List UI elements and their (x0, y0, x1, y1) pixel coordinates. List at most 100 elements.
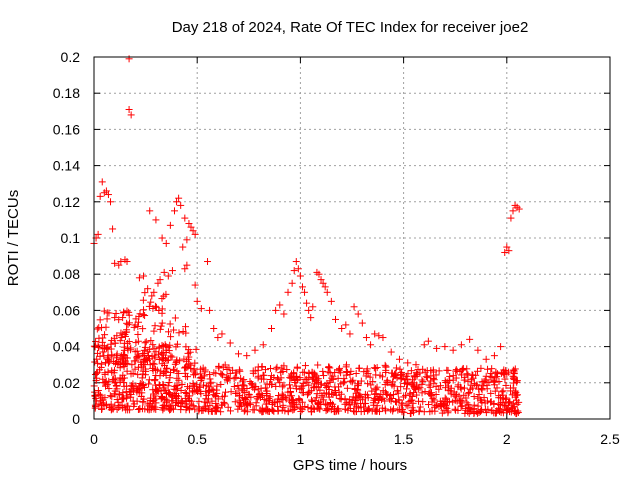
data-point (288, 398, 296, 406)
data-point (324, 368, 332, 376)
data-point (151, 365, 159, 373)
data-point (236, 367, 244, 375)
data-point (314, 361, 322, 369)
data-point (178, 398, 186, 406)
data-point (308, 398, 316, 406)
data-point (120, 343, 128, 351)
data-point (410, 382, 418, 390)
data-point (202, 395, 210, 403)
data-point (187, 223, 195, 231)
data-point (456, 399, 464, 407)
data-point (499, 406, 507, 414)
data-point (430, 379, 438, 387)
data-point (339, 379, 347, 387)
data-point (142, 338, 150, 346)
data-point (270, 407, 278, 415)
data-point (411, 385, 419, 393)
data-point (388, 380, 396, 388)
data-point (98, 338, 106, 346)
data-point (278, 406, 286, 414)
data-point (481, 399, 489, 407)
data-point (322, 383, 330, 391)
data-point (497, 401, 505, 409)
data-point (512, 410, 520, 418)
data-point (477, 405, 485, 413)
data-point (131, 365, 139, 373)
data-point (173, 340, 181, 348)
data-point (418, 389, 426, 397)
data-point (310, 375, 318, 383)
data-point (185, 220, 193, 228)
data-point (131, 321, 139, 329)
data-point (160, 386, 168, 394)
data-point (159, 369, 167, 377)
data-point (441, 343, 449, 351)
data-point (197, 377, 205, 385)
data-point (125, 319, 133, 327)
data-point (111, 374, 119, 382)
data-point (123, 367, 131, 375)
data-point (449, 346, 457, 354)
data-point (127, 393, 135, 401)
data-point (398, 399, 406, 407)
data-point (331, 315, 339, 323)
data-point (145, 376, 153, 384)
data-point (294, 376, 302, 384)
data-point (515, 205, 523, 213)
data-point (226, 339, 234, 347)
data-point (320, 389, 328, 397)
data-point (346, 330, 354, 338)
data-point (375, 332, 383, 340)
data-point (259, 341, 267, 349)
y-tick-label: 0.04 (53, 339, 80, 355)
data-point (93, 359, 101, 367)
data-point (337, 390, 345, 398)
data-point (320, 372, 328, 380)
data-point (123, 394, 131, 402)
data-point (411, 373, 419, 381)
data-point (492, 368, 500, 376)
data-point (173, 198, 181, 206)
data-point (144, 285, 152, 293)
data-point (140, 351, 148, 359)
data-point (324, 406, 332, 414)
data-point (124, 321, 132, 329)
data-point (398, 371, 406, 379)
data-point (502, 367, 510, 375)
data-point (263, 390, 271, 398)
data-point (166, 374, 174, 382)
data-point (116, 376, 124, 384)
data-point (480, 394, 488, 402)
data-point (183, 236, 191, 244)
data-point (107, 198, 115, 206)
data-point (210, 369, 218, 377)
x-tick-label: 1.5 (394, 431, 414, 447)
data-point (316, 386, 324, 394)
data-point (307, 396, 315, 404)
data-point (182, 373, 190, 381)
data-point (125, 105, 133, 113)
data-point (103, 344, 111, 352)
data-point (152, 216, 160, 224)
data-point (463, 399, 471, 407)
data-point (257, 375, 265, 383)
data-point (116, 337, 124, 345)
data-point (292, 258, 300, 266)
data-point (118, 334, 126, 342)
data-point (134, 351, 142, 359)
data-point (394, 389, 402, 397)
data-point (352, 389, 360, 397)
data-point (172, 393, 180, 401)
data-point (296, 272, 304, 280)
data-point (335, 383, 343, 391)
data-point (141, 339, 149, 347)
data-point (172, 386, 180, 394)
data-point (166, 320, 174, 328)
data-point (468, 371, 476, 379)
data-point (437, 382, 445, 390)
data-point (351, 401, 359, 409)
data-point (490, 400, 498, 408)
data-point (408, 396, 416, 404)
data-point (123, 326, 131, 334)
data-point (484, 365, 492, 373)
